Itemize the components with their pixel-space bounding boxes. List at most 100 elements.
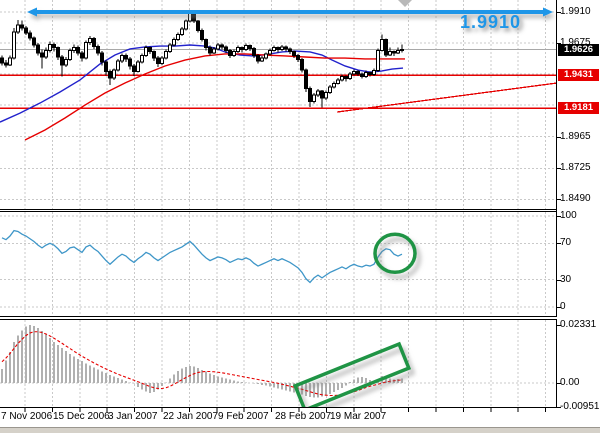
date-label: 7 Nov 2006 (1, 411, 53, 422)
candle-body (276, 47, 280, 51)
candle-body (368, 72, 372, 76)
axis-tick (557, 168, 561, 170)
candle-body (228, 49, 232, 57)
macd-tick-label: 0.00 (560, 377, 580, 388)
candle-body (76, 47, 80, 54)
candle-body (200, 29, 204, 41)
candle-body (148, 47, 152, 53)
candle-body (248, 45, 252, 49)
candle-body (60, 56, 64, 66)
candle-body (0, 57, 4, 64)
date-label: 19 Mar 2007 (330, 411, 387, 422)
axis-tick (557, 324, 561, 326)
candle-body (372, 70, 376, 76)
candle-body (400, 48, 404, 51)
candle-body (360, 73, 364, 78)
resistance-price-annotation-label[interactable]: 1.9910 (460, 12, 522, 32)
candle-body (288, 48, 292, 53)
axis-tick (557, 243, 561, 245)
candle-body (364, 72, 368, 78)
candle-body (336, 79, 340, 84)
candle-body (176, 33, 180, 41)
axis-tick (557, 199, 561, 201)
green-rectangle-annotation[interactable] (292, 341, 412, 408)
level-price-box[interactable]: 1.9181 (558, 102, 599, 115)
candle-body (56, 47, 60, 58)
candle-body (112, 69, 116, 79)
candle-body (316, 90, 320, 96)
level-price-box[interactable]: 1.9431 (558, 69, 599, 82)
chart-shift-marker-icon[interactable] (398, 0, 412, 7)
candle-body (240, 47, 244, 51)
candle-body (12, 31, 16, 59)
candle-body (216, 44, 220, 50)
date-label: 3 Jan 2007 (108, 411, 158, 422)
oscillator-tick-label: 70 (560, 237, 572, 249)
price-tick-label: 1.9675 (560, 37, 591, 48)
oscillator-tick-label: 100 (560, 210, 577, 221)
candle-body (136, 61, 140, 72)
candle-body (224, 46, 228, 51)
candle-body (236, 47, 240, 53)
candle-body (80, 52, 84, 59)
green-circle-annotation[interactable] (373, 232, 417, 275)
macd-tick-label: -0.00951 (560, 400, 600, 412)
candle-body (340, 76, 344, 81)
date-label: 22 Jan 2007 (163, 411, 219, 422)
candle-body (88, 37, 92, 43)
candle-body (140, 55, 144, 63)
candle-body (244, 45, 248, 51)
candle-body (264, 53, 268, 59)
axis-tick (557, 216, 561, 217)
candle-body (204, 39, 208, 49)
arrow-left-icon (27, 7, 37, 17)
candle-body (312, 94, 316, 103)
axis-tick (557, 12, 561, 13)
candle-body (16, 24, 20, 33)
candle-body (356, 70, 360, 75)
axis-tick (557, 279, 561, 281)
candle-body (180, 28, 184, 35)
candle-body (220, 44, 224, 48)
candle-body (192, 12, 196, 22)
date-label: 15 Dec 2006 (53, 411, 110, 422)
price-chart-canvas[interactable] (0, 0, 600, 211)
oscillator-chart-canvas[interactable] (0, 211, 600, 317)
date-label: 9 Feb 2007 (218, 411, 269, 422)
candle-body (272, 47, 276, 51)
candle-body (132, 65, 136, 72)
price-tick-label: 1.8725 (560, 162, 591, 174)
candle-body (300, 59, 304, 71)
candle-body (328, 86, 332, 94)
time-axis-ticks (24, 408, 547, 412)
candle-body (256, 55, 260, 62)
candle-body (304, 69, 308, 90)
axis-tick (557, 383, 561, 384)
candle-body (184, 20, 188, 30)
candle-body (116, 60, 120, 71)
candle-body (260, 57, 264, 62)
price-tick-label: 1.8490 (560, 193, 591, 205)
ma-fast-blue-line (0, 44, 404, 123)
candle-body (196, 20, 200, 31)
candle-body (84, 41, 88, 59)
macd-chart-canvas[interactable] (0, 319, 600, 408)
candle-body (280, 46, 284, 51)
current-price-box: 1.9626 (558, 43, 599, 56)
candle-body (344, 76, 348, 80)
candle-body (128, 58, 132, 67)
candle-body (120, 55, 124, 62)
candle-body (308, 88, 312, 103)
candle-body (392, 51, 396, 54)
axis-tick (557, 136, 561, 138)
candle-body (172, 39, 176, 46)
oscillator-line (1, 229, 403, 284)
candle-body (72, 47, 76, 51)
candle-body (268, 49, 272, 55)
trendline[interactable] (336, 82, 558, 113)
candle-body (64, 59, 68, 66)
resistance-annotation-line[interactable] (27, 7, 553, 17)
window-bottom-edge (0, 427, 600, 433)
candle-body (208, 47, 212, 54)
candle-body (380, 39, 384, 51)
